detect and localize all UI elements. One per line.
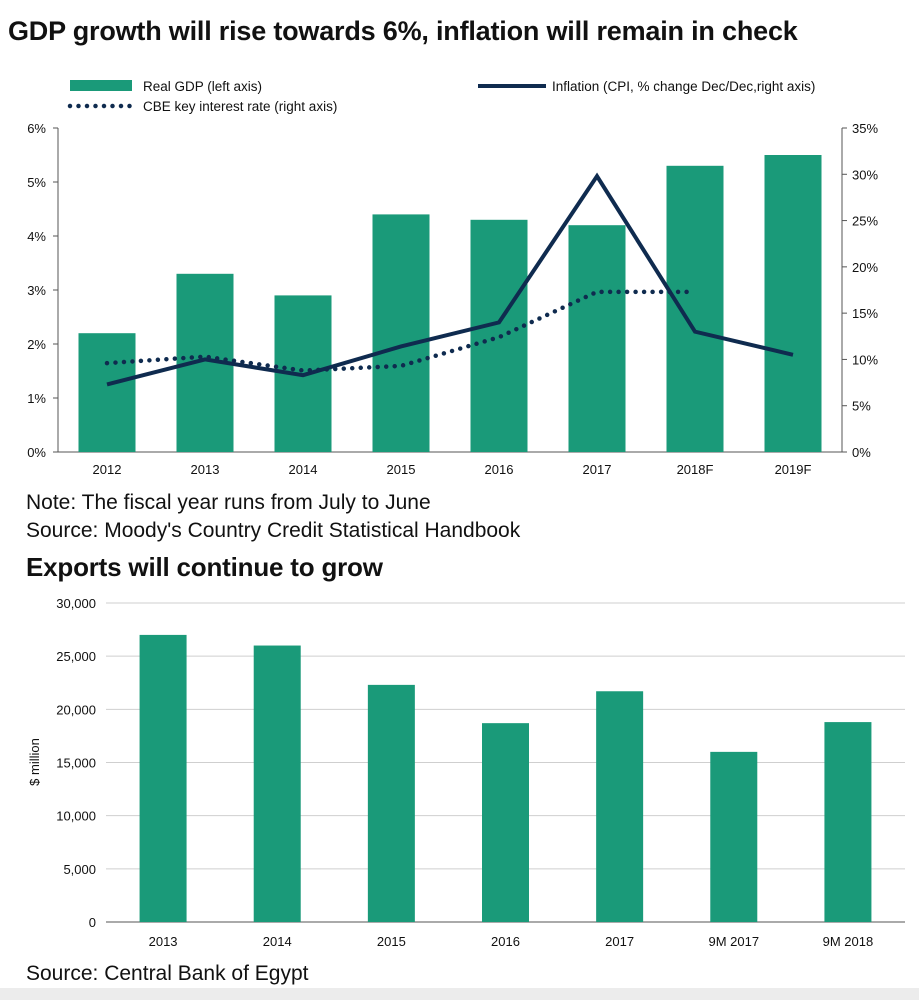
y-tick-label: 10,000	[56, 809, 96, 824]
left-tick-label: 4%	[27, 229, 46, 244]
right-tick-label: 0%	[852, 445, 871, 460]
x-tick-label: 2013	[149, 934, 178, 949]
y-axis-label: $ million	[27, 738, 42, 786]
left-tick-label: 3%	[27, 283, 46, 298]
legend-inflation-label: Inflation (CPI, % change Dec/Dec,right a…	[552, 79, 815, 94]
gdp-bar	[666, 165, 724, 453]
left-tick-label: 5%	[27, 175, 46, 190]
chart1-source: Source: Moody's Country Credit Statistic…	[26, 519, 521, 542]
left-tick-label: 2%	[27, 337, 46, 352]
x-tick-label: 2018F	[677, 462, 714, 477]
y-tick-label: 20,000	[56, 702, 96, 717]
left-tick-label: 6%	[27, 121, 46, 136]
export-bar	[253, 645, 301, 922]
chart2-title: Exports will continue to grow	[26, 552, 383, 582]
x-tick-label: 2017	[583, 462, 612, 477]
x-tick-label: 9M 2017	[708, 934, 759, 949]
chart1-note: Note: The fiscal year runs from July to …	[26, 491, 431, 514]
x-tick-label: 2012	[93, 462, 122, 477]
left-tick-label: 1%	[27, 391, 46, 406]
y-tick-label: 0	[89, 915, 96, 930]
x-tick-label: 2014	[289, 462, 318, 477]
right-tick-label: 20%	[852, 260, 878, 275]
legend-gdp-label: Real GDP (left axis)	[143, 79, 262, 94]
right-tick-label: 10%	[852, 352, 878, 367]
export-bar	[596, 691, 644, 922]
export-bar	[824, 722, 872, 922]
gdp-bar	[372, 214, 430, 452]
legend-gdp-swatch	[70, 80, 132, 91]
y-tick-label: 30,000	[56, 596, 96, 611]
x-tick-label: 2019F	[775, 462, 812, 477]
y-tick-label: 5,000	[63, 862, 96, 877]
inflation-line	[106, 172, 794, 387]
gdp-bar	[764, 155, 822, 452]
x-tick-label: 2013	[191, 462, 220, 477]
x-tick-label: 2017	[605, 934, 634, 949]
chart2-source: Source: Central Bank of Egypt	[26, 962, 309, 985]
y-tick-label: 25,000	[56, 649, 96, 664]
x-tick-label: 2015	[387, 462, 416, 477]
right-tick-label: 35%	[852, 121, 878, 136]
gdp-bar	[568, 225, 626, 452]
left-tick-label: 0%	[27, 445, 46, 460]
x-tick-label: 2014	[263, 934, 292, 949]
legend-cbe-label: CBE key interest rate (right axis)	[143, 99, 337, 114]
x-tick-label: 2016	[491, 934, 520, 949]
exports-chart: 0 5,000 10,000 15,000 20,000 25,000 30,000 2013…	[27, 596, 905, 949]
right-tick-label: 15%	[852, 306, 878, 321]
gdp-inflation-chart: 0% 1% 2% 3% 4% 5% 6% 0% 5% 10% 15% 20% 25% 30% 35% 2012…	[27, 79, 878, 477]
x-tick-label: 2015	[377, 934, 406, 949]
export-bar	[710, 751, 758, 922]
cbe-rate-line	[104, 289, 698, 373]
right-tick-label: 5%	[852, 399, 871, 414]
y-tick-label: 15,000	[56, 756, 96, 771]
right-tick-label: 30%	[852, 167, 878, 182]
x-tick-label: 9M 2018	[823, 934, 874, 949]
right-tick-label: 25%	[852, 214, 878, 229]
export-bar	[367, 684, 415, 922]
export-bar	[482, 723, 529, 922]
export-bar	[139, 634, 187, 922]
bottom-strip	[0, 988, 919, 1000]
x-tick-label: 2016	[485, 462, 514, 477]
gdp-bar	[78, 333, 136, 452]
chart1-title: GDP growth will rise towards 6%, inflati…	[8, 16, 798, 46]
